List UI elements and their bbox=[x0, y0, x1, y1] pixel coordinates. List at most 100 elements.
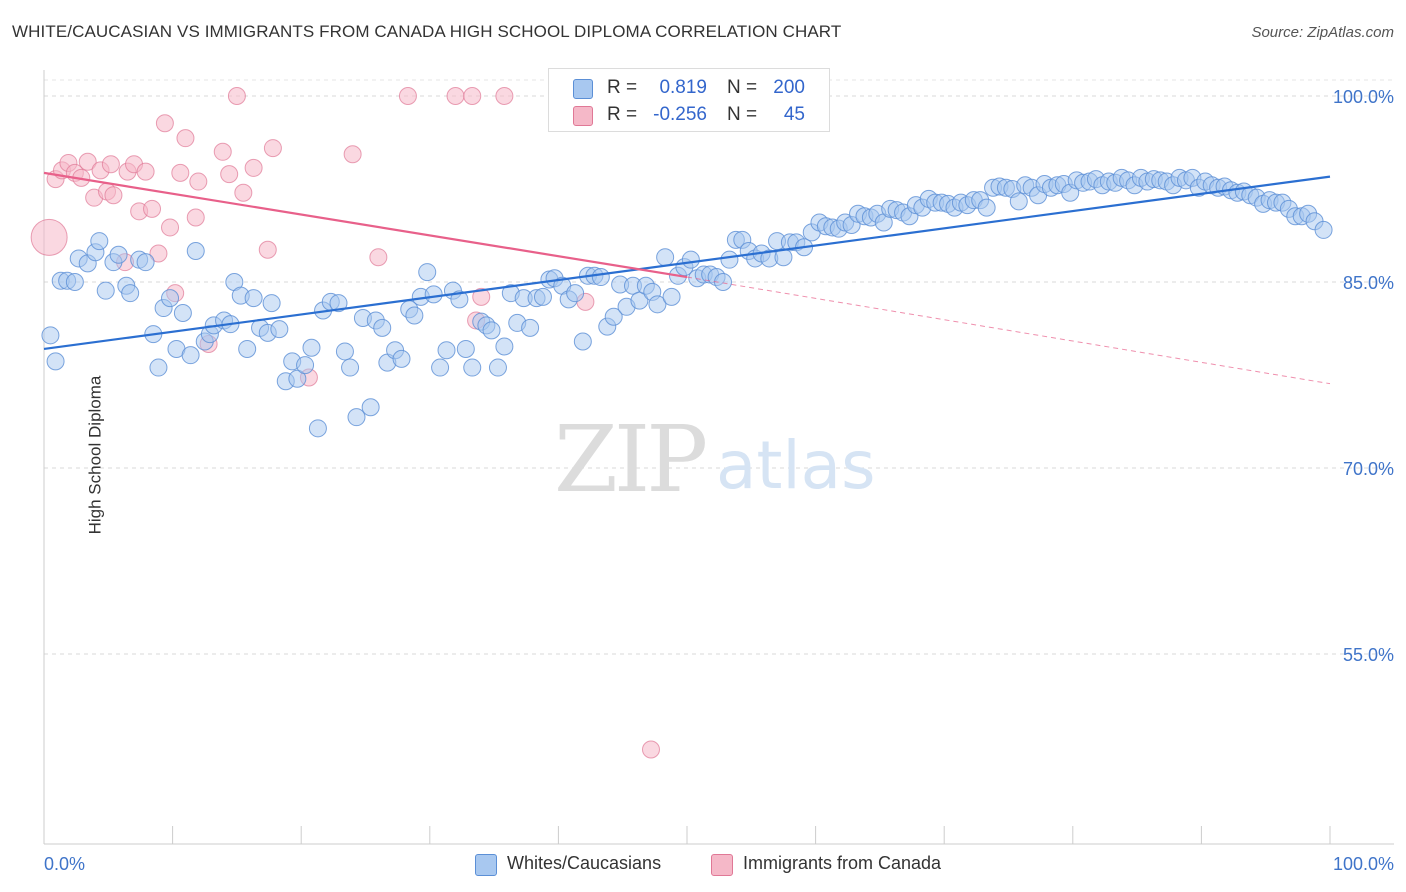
axes bbox=[43, 70, 1394, 845]
whites-points bbox=[41, 168, 1333, 438]
whites-point bbox=[533, 287, 552, 306]
immigrants-point bbox=[155, 114, 174, 133]
watermark-zip: ZIP bbox=[554, 406, 705, 513]
whites-point bbox=[329, 294, 348, 313]
immigrants-point bbox=[227, 87, 246, 105]
immigrants-point bbox=[101, 155, 120, 174]
whites-point bbox=[341, 358, 360, 377]
whites-point bbox=[463, 358, 482, 377]
immigrants-point bbox=[472, 287, 491, 306]
x-tick-label: 100.0% bbox=[1333, 854, 1394, 874]
whites-point bbox=[121, 284, 140, 303]
whites-point bbox=[335, 342, 354, 361]
immigrants-point bbox=[161, 218, 180, 237]
whites-point bbox=[648, 295, 667, 314]
whites-point bbox=[573, 332, 592, 351]
immigrants-point bbox=[463, 87, 482, 105]
whites-point bbox=[431, 358, 450, 377]
immigrants-point bbox=[78, 152, 97, 171]
chart-title: WHITE/CAUCASIAN VS IMMIGRANTS FROM CANAD… bbox=[12, 22, 842, 41]
whites-point bbox=[296, 356, 315, 375]
whites-point bbox=[630, 291, 649, 310]
n-label: N = bbox=[727, 104, 758, 125]
immigrants-canada-points bbox=[30, 87, 660, 759]
immigrants-point bbox=[398, 87, 417, 105]
immigrants-point bbox=[369, 248, 388, 267]
immigrants-point bbox=[30, 218, 68, 256]
whites-point bbox=[149, 358, 168, 377]
whites-point bbox=[1009, 192, 1028, 211]
whites-point bbox=[173, 304, 192, 322]
stats-row-immigrants: R = -0.256 N = 45 bbox=[549, 102, 829, 130]
immigrants-swatch bbox=[573, 106, 593, 126]
whites-point bbox=[720, 250, 739, 269]
immigrants-point bbox=[220, 165, 239, 184]
whites-point bbox=[244, 289, 263, 308]
immigrants-point bbox=[495, 87, 514, 105]
whites-point bbox=[450, 290, 469, 309]
tick-labels: 55.0% 70.0% 85.0% 100.0% 0.0% 100.0% bbox=[44, 87, 1394, 874]
stats-legend: R = 0.819 N = 200 R = -0.256 N = 45 bbox=[548, 68, 830, 132]
y-tick-label: 100.0% bbox=[1333, 87, 1394, 107]
whites-point bbox=[373, 318, 392, 337]
immigrants-trend-line bbox=[43, 171, 688, 279]
whites-point bbox=[437, 341, 456, 360]
whites-point bbox=[347, 408, 366, 427]
source-label: Source: ZipAtlas.com bbox=[1251, 24, 1394, 41]
whites-point bbox=[392, 349, 411, 368]
immigrants-point bbox=[446, 87, 465, 105]
whites-swatch bbox=[573, 79, 593, 99]
whites-point bbox=[270, 320, 289, 339]
whites-point bbox=[604, 307, 623, 326]
whites-point bbox=[566, 284, 585, 303]
immigrants-point bbox=[171, 163, 190, 182]
r-value: 0.819 bbox=[659, 77, 707, 98]
y-tick-label: 70.0% bbox=[1343, 459, 1394, 479]
whites-point bbox=[1314, 220, 1333, 239]
r-value: -0.256 bbox=[653, 104, 707, 125]
whites-point bbox=[456, 339, 475, 358]
immigrants-point bbox=[136, 162, 155, 181]
whites-point bbox=[308, 419, 327, 438]
immigrants-point bbox=[343, 145, 362, 164]
whites-point bbox=[96, 281, 115, 300]
watermark-atlas: atlas bbox=[716, 427, 876, 504]
whites-point bbox=[662, 287, 681, 306]
whites-point bbox=[418, 263, 437, 282]
whites-point bbox=[482, 321, 501, 340]
whites-point bbox=[238, 339, 257, 358]
whites-point bbox=[495, 337, 514, 356]
whites-point bbox=[262, 294, 281, 313]
r-label: R = bbox=[607, 104, 638, 125]
whites-point bbox=[65, 273, 84, 291]
immigrants-point bbox=[213, 142, 232, 161]
whites-point bbox=[977, 198, 996, 217]
whites-point bbox=[656, 248, 675, 267]
whites-point bbox=[109, 245, 128, 264]
whites-point bbox=[774, 248, 793, 267]
whites-point bbox=[681, 250, 700, 269]
r-label: R = bbox=[607, 77, 638, 98]
immigrants-point bbox=[143, 199, 162, 218]
y-tick-label: 85.0% bbox=[1343, 273, 1394, 293]
whites-point bbox=[405, 306, 424, 325]
immigrants-point bbox=[258, 240, 277, 259]
legend-label: Whites/Caucasians bbox=[507, 853, 662, 873]
whites-point bbox=[302, 338, 321, 357]
immigrants-point bbox=[176, 129, 195, 148]
whites-trend-line bbox=[43, 175, 1331, 351]
y-axis-label: High School Diploma bbox=[85, 375, 105, 535]
immigrants-point bbox=[186, 208, 205, 227]
n-label: N = bbox=[727, 77, 758, 98]
whites-point bbox=[161, 289, 180, 308]
whites-point bbox=[521, 318, 540, 337]
whites-point bbox=[136, 253, 155, 272]
immigrants-trend-extension bbox=[686, 276, 1331, 385]
legend-label: Immigrants from Canada bbox=[743, 853, 942, 873]
y-tick-label: 55.0% bbox=[1343, 645, 1394, 665]
n-value: 45 bbox=[783, 104, 805, 125]
immigrants-point bbox=[234, 183, 253, 202]
whites-point bbox=[424, 285, 443, 304]
whites-point bbox=[288, 369, 307, 388]
